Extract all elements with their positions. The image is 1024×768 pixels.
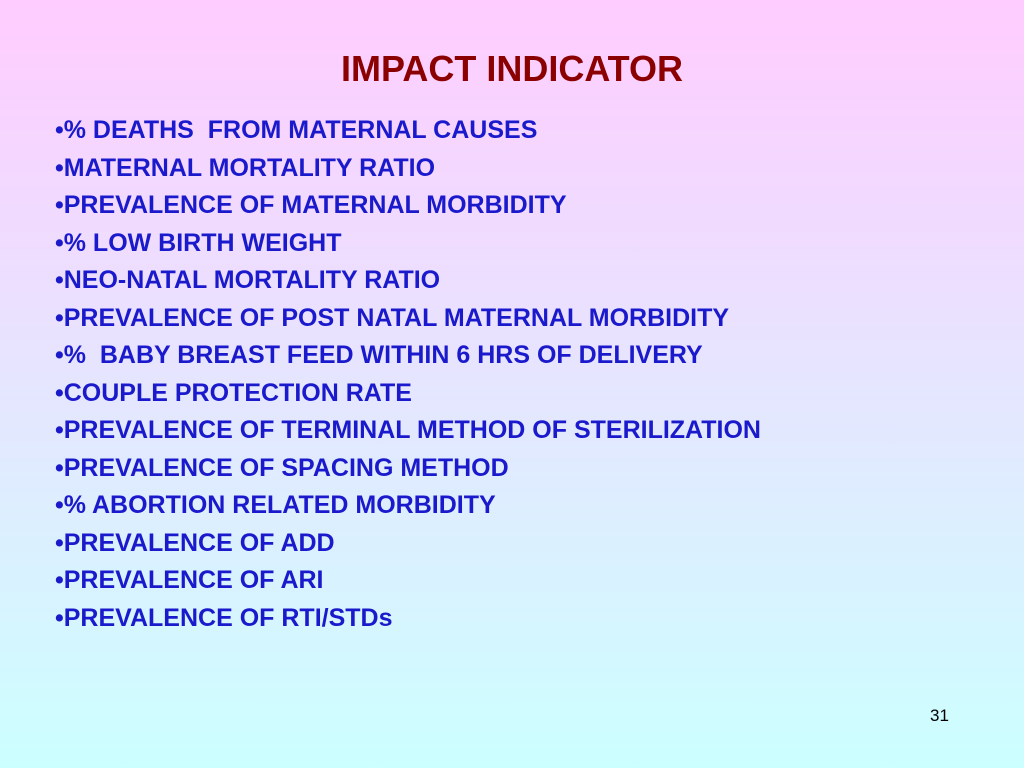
indicator-item: •COUPLE PROTECTION RATE bbox=[55, 378, 412, 407]
indicator-item: •MATERNAL MORTALITY RATIO bbox=[55, 153, 436, 182]
slide-title: IMPACT INDICATOR bbox=[341, 48, 683, 89]
indicator-item: •% DEATHS FROM MATERNAL CAUSES bbox=[55, 116, 538, 144]
indicator-item: •PREVALENCE OF ARI bbox=[55, 566, 324, 594]
indicator-item: •% LOW BIRTH WEIGHT bbox=[55, 228, 342, 257]
indicator-item: •PREVALENCE OF ADD bbox=[55, 528, 335, 557]
indicator-item: •% ABORTION RELATED MORBIDITY bbox=[55, 491, 496, 519]
indicator-list: •% DEATHS FROM MATERNAL CAUSES •MATERNAL … bbox=[55, 115, 895, 640]
indicator-item: •PREVALENCE OF MATERNAL MORBIDITY bbox=[55, 191, 567, 219]
page-number: 31 bbox=[930, 706, 949, 725]
indicator-item: •NEO-NATAL MORTALITY RATIO bbox=[55, 266, 441, 294]
indicator-item: •% BABY BREAST FEED WITHIN 6 HRS OF DELI… bbox=[55, 341, 703, 369]
indicator-item: •PREVALENCE OF SPACING METHOD bbox=[55, 453, 509, 482]
indicator-item: •PREVALENCE OF TERMINAL METHOD OF STERIL… bbox=[55, 416, 761, 444]
indicator-item: •PREVALENCE OF POST NATAL MATERNAL MORBI… bbox=[55, 303, 730, 332]
indicator-item: •PREVALENCE OF RTI/STDs bbox=[55, 603, 393, 632]
